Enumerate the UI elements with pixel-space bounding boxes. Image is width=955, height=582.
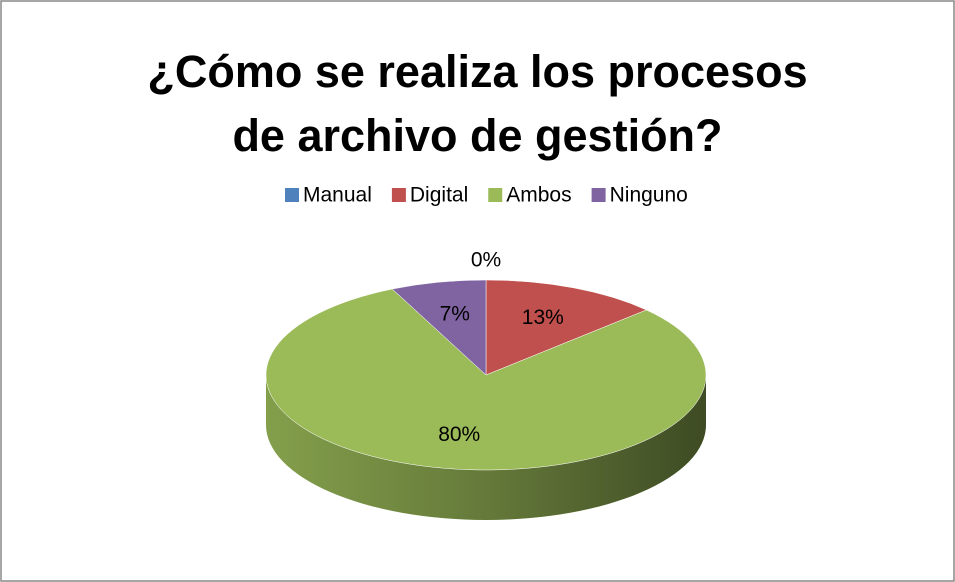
slice <box>485 279 648 376</box>
data-label: 7% <box>440 302 470 325</box>
legend-swatch <box>591 188 606 202</box>
data-label: 80% <box>438 423 480 446</box>
legend-swatch <box>391 188 406 202</box>
legend-label: Manual <box>303 184 372 207</box>
legend-swatch <box>285 188 299 202</box>
slice-side-shade <box>266 375 706 520</box>
slice <box>265 288 707 471</box>
legend-swatch <box>488 188 503 202</box>
data-label: 13% <box>522 306 564 329</box>
slice <box>391 279 487 376</box>
legend-label: Ambos <box>506 184 571 207</box>
legend-label: Ninguno <box>610 184 688 207</box>
data-label: 0% <box>471 249 501 272</box>
chart-title: ¿Cómo se realiza los procesos de archivo… <box>147 46 808 161</box>
legend-label: Digital <box>410 184 468 207</box>
